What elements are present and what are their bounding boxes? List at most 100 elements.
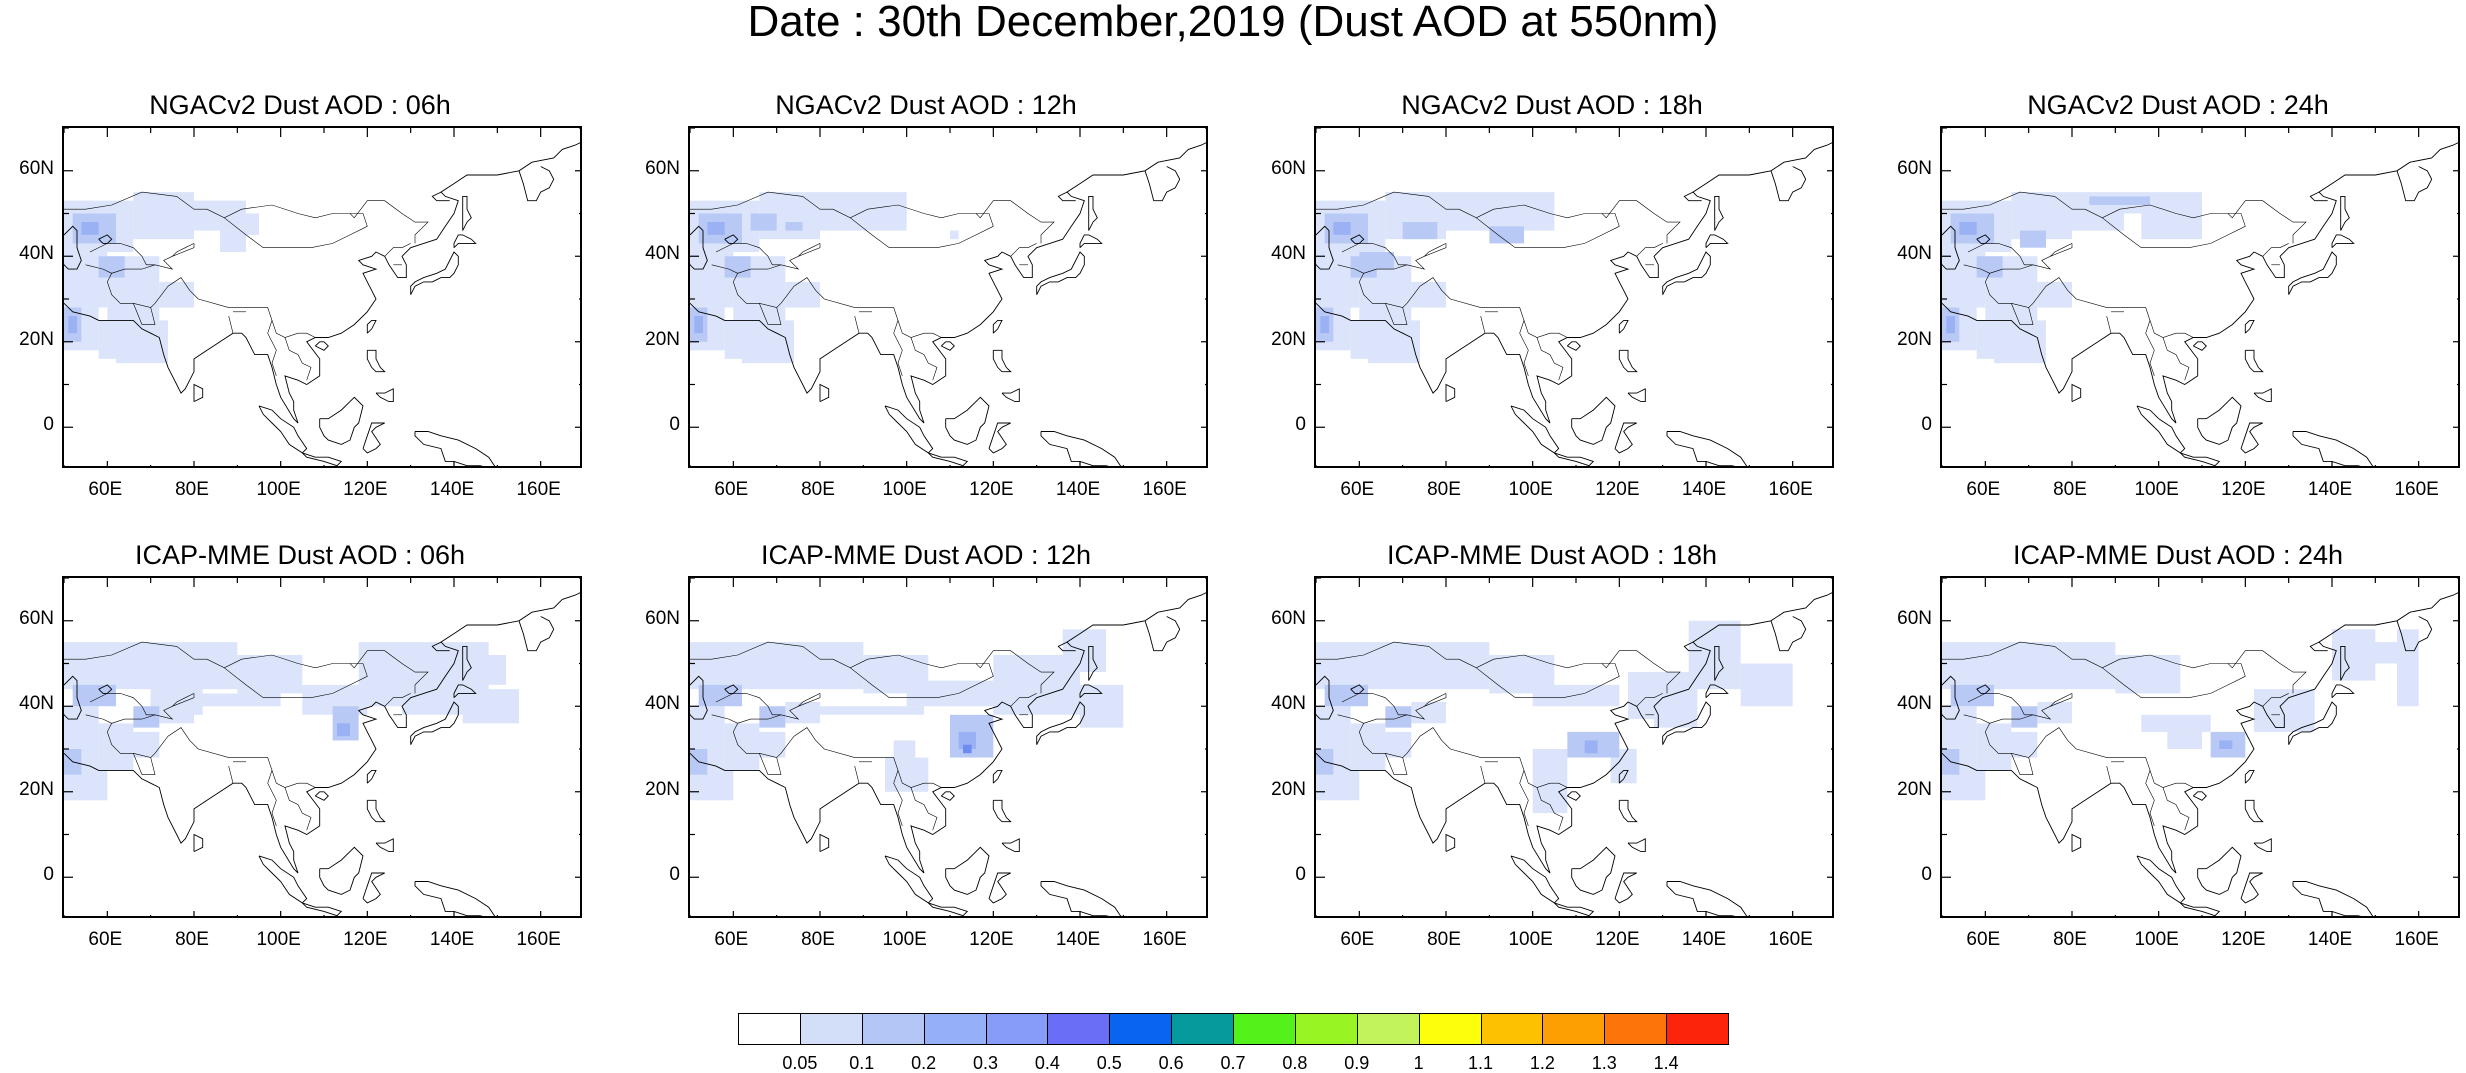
lon-label: 160E: [1768, 479, 1813, 500]
lat-label: 20N: [1271, 328, 1306, 350]
country-border: [2145, 770, 2155, 826]
colorbar-swatch: [1418, 1013, 1482, 1045]
coastline: [1510, 405, 1560, 454]
lon-label: 60E: [88, 929, 123, 950]
coastline: [1976, 234, 1991, 244]
dust-cell-light: [1994, 320, 2046, 364]
dust-cell-strong: [1320, 316, 1329, 334]
dust-cell-medium: [1359, 251, 1394, 270]
map-panel-ngacv2-12h: NGACv2 Dust AOD : 12h 60N 40N 20N 0 60E 80E 100…: [626, 90, 1226, 530]
coastline: [940, 341, 955, 351]
dust-cell-light: [1532, 749, 1568, 814]
colorbar-swatch: [861, 1013, 925, 1045]
coastline: [1714, 195, 1724, 231]
coastline: [1942, 225, 1960, 270]
coastline: [2340, 195, 2350, 231]
country-border: [2011, 303, 2021, 325]
colorbar-swatch: [923, 1013, 987, 1045]
lat-label: 20N: [1271, 778, 1306, 800]
dust-cell-medium: [1385, 706, 1412, 728]
coastline: [366, 349, 386, 373]
colorbar-swatch: [1666, 1013, 1729, 1045]
map-canvas: [64, 128, 580, 466]
coastline: [1683, 191, 1702, 202]
lat-label: 40N: [645, 693, 680, 715]
coastline: [1571, 846, 1616, 895]
coastline: [462, 195, 472, 231]
lat-label: 20N: [19, 328, 54, 350]
dust-cell-light: [785, 281, 820, 308]
lon-label: 140E: [2307, 479, 2353, 500]
coastline: [690, 675, 708, 720]
country-border: [267, 770, 277, 826]
coastline: [992, 319, 1003, 334]
country-border: [2102, 663, 2246, 698]
lon-label: 60E: [88, 479, 123, 500]
dust-cell-medium: [750, 213, 777, 231]
map-canvas: [1316, 128, 1832, 466]
colorbar-swatch: [985, 1013, 1049, 1045]
lat-label: 20N: [1897, 778, 1932, 800]
country-border: [1010, 243, 1037, 257]
country-borders: [64, 191, 429, 381]
map-canvas: [1942, 128, 2458, 466]
country-border: [1341, 243, 1407, 266]
lon-label: 100E: [1508, 479, 1553, 500]
dust-cell-light: [2141, 714, 2211, 732]
colorbar-tick-label: 0.2: [911, 1053, 937, 1073]
dust-aod-field: [64, 642, 519, 801]
coastline: [988, 872, 1011, 904]
country-border: [1316, 641, 1681, 694]
dust-cell-light: [1532, 684, 1620, 707]
coastline: [1510, 855, 1560, 904]
coastlines: [64, 592, 580, 916]
coastline: [1040, 431, 1122, 466]
colorbar-tick-label: 1: [1413, 1053, 1424, 1073]
panel-title: NGACv2 Dust AOD : 06h: [149, 90, 451, 120]
coastline: [1662, 701, 1711, 745]
country-borders: [1942, 641, 2307, 831]
lon-label: 80E: [801, 929, 835, 950]
colorbar-tick-label: 0.9: [1344, 1053, 1370, 1073]
country-border: [1394, 757, 1408, 775]
colorbar: [738, 1013, 1729, 1047]
coastline: [2192, 341, 2207, 351]
coastline: [258, 855, 308, 904]
coastline: [2253, 388, 2272, 403]
coastline: [362, 422, 385, 454]
colorbar-swatch: [1480, 1013, 1544, 1045]
lon-label: 100E: [882, 479, 927, 500]
map-area: [1940, 576, 2460, 918]
country-borders: [690, 641, 1055, 831]
panel-title: ICAP-MME Dust AOD : 18h: [1386, 540, 1718, 570]
dust-aod-field: [1942, 629, 2419, 801]
lon-label: 120E: [1595, 929, 1640, 950]
dust-cell-light: [2037, 701, 2072, 724]
country-border: [1519, 320, 1529, 376]
country-border: [142, 757, 156, 775]
lon-label: 80E: [2053, 479, 2087, 500]
dust-cell-light: [1411, 701, 1446, 724]
dust-cell-strong: [958, 731, 976, 749]
dust-cell-light: [133, 192, 194, 240]
dust-cell-light: [1532, 196, 1550, 210]
country-border: [690, 191, 1055, 244]
dust-cell-light: [742, 731, 786, 758]
lat-label: 40N: [1897, 243, 1932, 265]
lon-label: 120E: [1595, 479, 1640, 500]
coastline: [2244, 769, 2255, 784]
lat-label: 40N: [19, 243, 54, 265]
country-border: [893, 320, 903, 376]
dust-cell-light: [2037, 281, 2072, 308]
dust-cell-medium: [785, 222, 803, 231]
dust-cell-light: [1368, 731, 1412, 758]
country-border: [2011, 753, 2021, 775]
country-border: [1316, 191, 1681, 244]
coastline: [1350, 234, 1365, 244]
map-area: [1314, 126, 1834, 468]
coastline: [1942, 592, 2458, 874]
lat-label: 60N: [645, 157, 680, 179]
axis-ticks: [690, 578, 1206, 916]
country-border: [759, 753, 769, 775]
dust-cell-medium: [2089, 196, 2150, 205]
